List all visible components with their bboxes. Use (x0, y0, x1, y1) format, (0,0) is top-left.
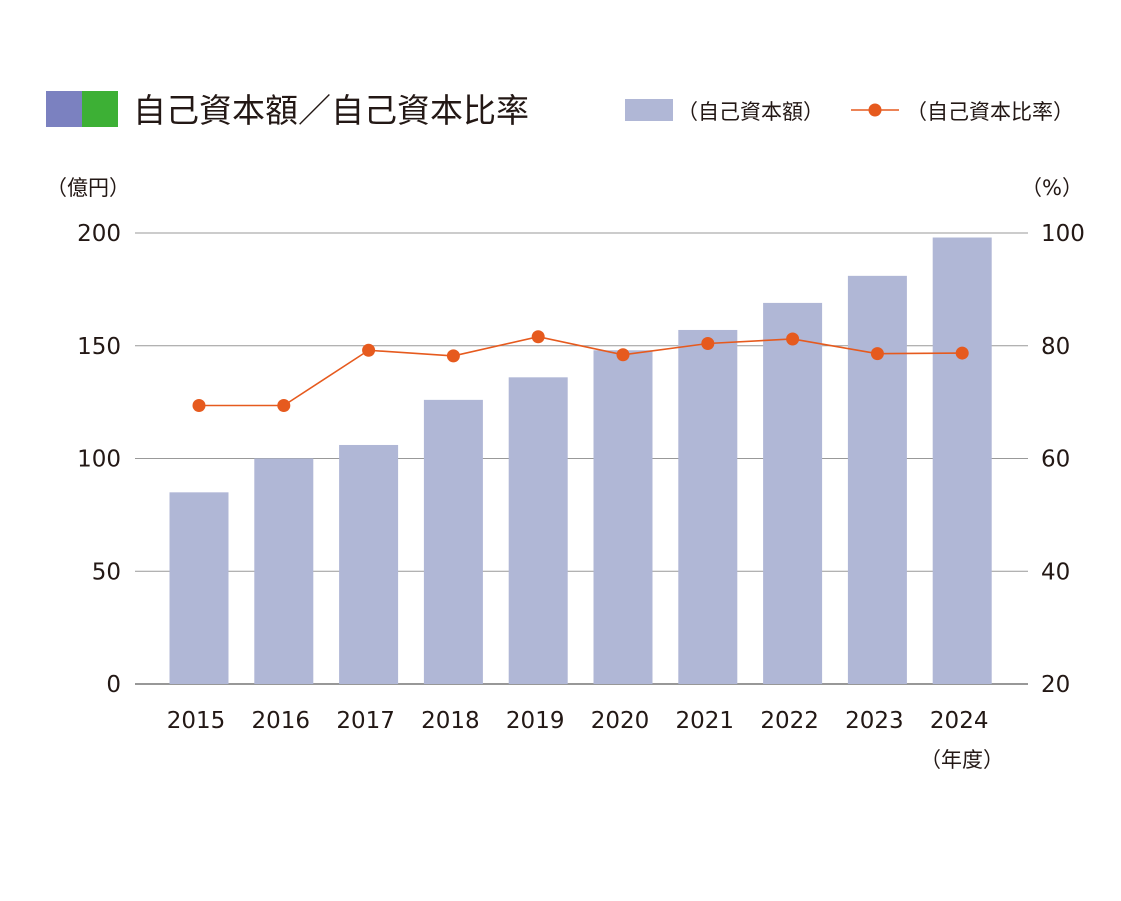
legend-bar-swatch (625, 99, 673, 121)
x-axis-tick-label: 2018 (421, 708, 480, 734)
right-axis-tick-label: 60 (1041, 447, 1070, 473)
ratio-point (446, 349, 460, 363)
ratio-line (199, 335, 963, 407)
ratio-point (616, 348, 630, 362)
x-axis-tick-label: 2019 (506, 708, 565, 734)
title-marker-green (82, 91, 118, 127)
left-axis-unit: （億円） (46, 176, 130, 200)
right-axis-unit: （%） (1021, 176, 1083, 200)
x-axis-tick-label: 2024 (930, 708, 989, 734)
left-axis-tick-label: 200 (77, 221, 121, 247)
x-axis-tick-label: 2021 (676, 708, 735, 734)
legend: （自己資本額） （自己資本比率） (625, 99, 1074, 124)
right-axis-tick-label: 80 (1041, 334, 1070, 360)
title-marker-purple (46, 91, 82, 127)
bar (763, 302, 823, 684)
x-axis-tick-label: 2016 (252, 708, 311, 734)
bar-layer (169, 237, 992, 684)
ratio-point (786, 332, 800, 346)
ratio-point (277, 399, 291, 413)
axis-label-layer: 0 50 100 150 200 20 40 60 80 100 2015 2016 2017 2018 2… (77, 221, 1085, 734)
chart-title-block: 自己資本額／自己資本比率 (46, 91, 529, 130)
bar (254, 458, 314, 684)
ratio-point (870, 347, 884, 361)
legend-line-label: （自己資本比率） (906, 100, 1074, 124)
x-axis-unit: （年度） (920, 748, 1004, 772)
x-axis-tick-label: 2022 (760, 708, 819, 734)
x-axis-tick-label: 2015 (167, 708, 226, 734)
bar (593, 350, 653, 684)
ratio-point (531, 330, 545, 344)
legend-bar-label: （自己資本額） (677, 100, 824, 124)
right-axis-tick-label: 40 (1041, 559, 1070, 585)
bar (847, 275, 907, 684)
right-axis-tick-label: 20 (1041, 672, 1070, 698)
ratio-point (701, 336, 715, 350)
chart-title: 自己資本額／自己資本比率 (133, 91, 529, 130)
legend-line-marker (868, 103, 882, 117)
ratio-point (362, 343, 376, 357)
left-axis-tick-label: 150 (77, 334, 121, 360)
bar (508, 377, 568, 684)
bar (932, 237, 992, 684)
ratio-point (192, 399, 206, 413)
left-axis-tick-label: 50 (92, 559, 121, 585)
right-axis-tick-label: 100 (1041, 221, 1085, 247)
x-axis-tick-label: 2020 (591, 708, 650, 734)
ratio-point (955, 346, 969, 360)
left-axis-tick-label: 0 (106, 672, 121, 698)
bar (169, 492, 229, 684)
left-axis-tick-label: 100 (77, 447, 121, 473)
x-axis-tick-label: 2023 (845, 708, 904, 734)
bar (423, 399, 483, 684)
bar (678, 329, 738, 684)
line-layer (192, 330, 969, 413)
bar (339, 444, 399, 684)
x-axis-tick-label: 2017 (336, 708, 395, 734)
